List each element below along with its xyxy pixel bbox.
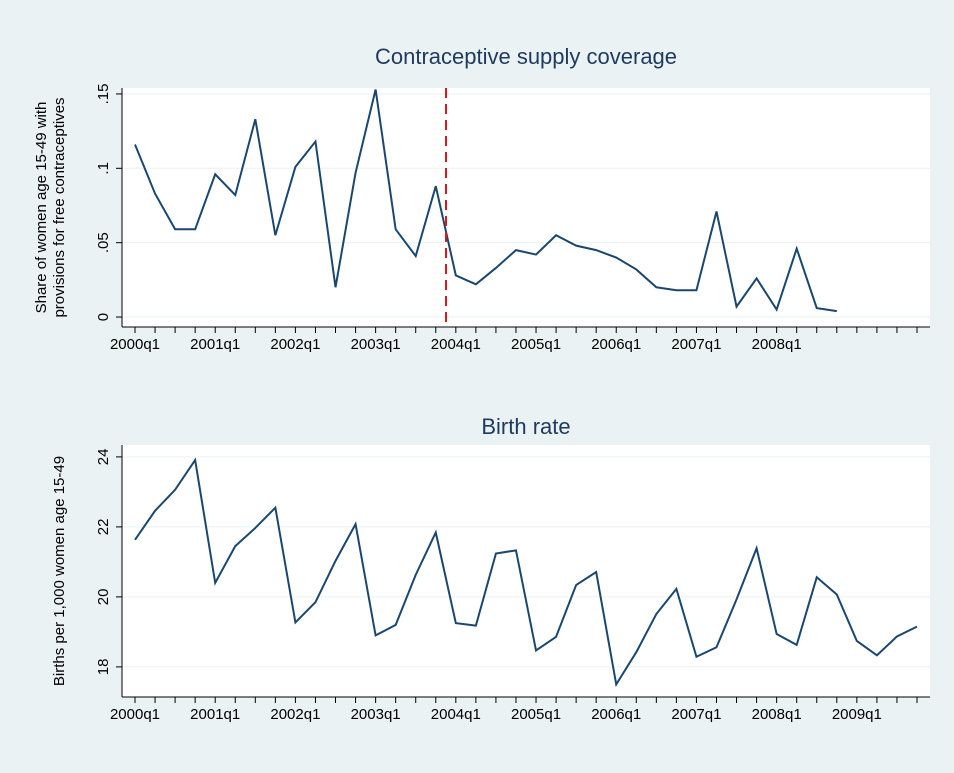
x-tick-label: 2004q1: [431, 706, 481, 723]
x-tick-label: 2001q1: [190, 706, 240, 723]
x-tick-label: 2004q1: [431, 336, 481, 353]
y-tick-label: 18: [95, 659, 112, 676]
x-tick-label: 2002q1: [270, 336, 320, 353]
data-line: [134, 89, 837, 313]
x-tick-label: 2003q1: [351, 706, 401, 723]
data-line: [134, 457, 918, 688]
x-tick-label: 2002q1: [270, 706, 320, 723]
x-tick-label: 2000q1: [110, 336, 160, 353]
chart-title: Contraceptive supply coverage: [375, 44, 677, 69]
y-tick-label: .1: [95, 162, 112, 175]
x-tick-label: 2006q1: [591, 336, 641, 353]
plot-area: [122, 88, 930, 327]
y-tick-label: .15: [95, 84, 112, 105]
plot-area: [122, 445, 930, 697]
y-tick-label: 0: [95, 313, 112, 321]
chart-title: Birth rate: [481, 414, 570, 439]
x-tick-label: 2000q1: [110, 706, 160, 723]
x-tick-label: 2005q1: [511, 336, 561, 353]
x-tick-label: 2003q1: [351, 336, 401, 353]
y-tick-label: .05: [95, 232, 112, 253]
y-tick-label: 20: [95, 589, 112, 606]
x-tick-label: 2006q1: [591, 706, 641, 723]
x-tick-label: 2008q1: [752, 706, 802, 723]
x-tick-label: 2007q1: [671, 336, 721, 353]
y-axis-title: provisions for free contraceptives: [51, 97, 68, 317]
y-axis-title: Share of women age 15-49 with: [33, 102, 50, 314]
x-tick-label: 2001q1: [190, 336, 240, 353]
y-axis-title: Births per 1,000 women age 15-49: [51, 456, 68, 686]
x-tick-label: 2009q1: [832, 706, 882, 723]
y-tick-label: 22: [95, 519, 112, 536]
x-tick-label: 2007q1: [671, 706, 721, 723]
x-tick-label: 2005q1: [511, 706, 561, 723]
x-tick-label: 2008q1: [752, 336, 802, 353]
y-tick-label: 24: [95, 449, 112, 466]
